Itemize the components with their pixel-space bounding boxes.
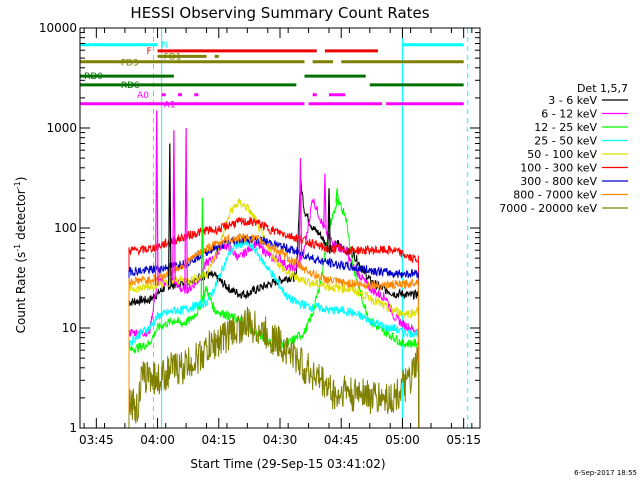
flag-label-n: N — [162, 41, 169, 51]
series-spike — [298, 158, 303, 260]
legend-entry-label: 25 - 50 keV — [534, 135, 597, 148]
series-spike — [168, 143, 172, 286]
x-tick-label: 04:45 — [324, 433, 359, 447]
flag-label-fd1: FD1 — [164, 52, 182, 62]
series-spike — [172, 130, 176, 281]
flag-label-fd3: FD3 — [121, 59, 139, 69]
y-tick-label: 1000 — [46, 121, 77, 135]
x-tick-label: 05:00 — [385, 433, 420, 447]
date-stamp: 6-Sep-2017 18:55 — [574, 469, 637, 477]
flag-label-a1: A1 — [164, 101, 176, 111]
series-spike — [335, 188, 339, 203]
series-spike — [327, 188, 331, 251]
legend-entry-label: 300 - 800 keV — [520, 175, 597, 188]
x-tick-label: 04:30 — [263, 433, 298, 447]
x-tick-label: 03:45 — [79, 433, 114, 447]
series-spike — [200, 197, 205, 300]
x-tick-label: 04:15 — [201, 433, 236, 447]
flag-label-f: F — [147, 47, 152, 57]
series-line — [128, 232, 420, 429]
x-tick-label: 04:00 — [140, 433, 175, 447]
legend-entry-label: 800 - 7000 keV — [513, 189, 597, 202]
axes: 1 10 100 1000 10000 03:45 04:00 04:15 04:30 04:45… — [39, 21, 481, 447]
plot-frame — [79, 27, 481, 429]
series-layer — [128, 110, 420, 429]
y-tick-label: 100 — [54, 221, 77, 235]
legend-entry-label: 50 - 100 keV — [527, 148, 597, 161]
x-tick-label: 05:15 — [446, 433, 481, 447]
y-tick-label: 10000 — [39, 21, 77, 35]
flag-label-rd6: RD6 — [121, 81, 140, 91]
flag-label-a0: A0 — [137, 91, 149, 101]
series-spike — [323, 173, 327, 229]
series-line — [128, 238, 420, 429]
legend-entry-label: 12 - 25 keV — [534, 121, 597, 134]
legend-entry-label: 7000 - 20000 keV — [499, 202, 597, 215]
legend-entry-label: 6 - 12 keV — [541, 108, 597, 121]
x-axis-label: Start Time (29-Sep-15 03:41:02) — [190, 457, 385, 471]
chart-title: HESSI Observing Summary Count Rates — [130, 4, 429, 22]
series-spike — [154, 110, 159, 286]
series-line — [128, 198, 420, 429]
y-tick-label: 10 — [62, 321, 77, 335]
y-axis-label: Count Rate (s-1 detector-1) — [13, 177, 28, 334]
legend-entry-label: 100 - 300 keV — [520, 162, 597, 175]
series-spike — [184, 127, 188, 290]
legend-entry-label: 3 - 6 keV — [548, 94, 597, 107]
y-tick-label: 1 — [69, 421, 77, 435]
flag-label-rd0: RD0 — [84, 72, 103, 82]
series-line — [128, 306, 420, 429]
series-line — [128, 216, 420, 429]
legend-title: Det 1,5,7 — [577, 82, 628, 95]
